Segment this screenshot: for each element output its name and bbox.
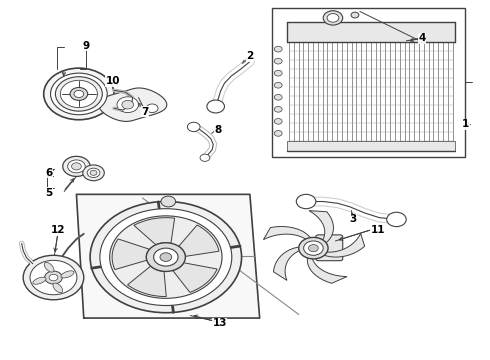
Ellipse shape	[44, 262, 54, 272]
Circle shape	[309, 244, 318, 252]
Circle shape	[87, 168, 100, 177]
Polygon shape	[112, 239, 149, 270]
Circle shape	[323, 11, 343, 25]
Circle shape	[70, 87, 88, 100]
Polygon shape	[98, 88, 167, 121]
Circle shape	[122, 100, 134, 109]
Ellipse shape	[61, 271, 74, 278]
Circle shape	[161, 196, 175, 207]
Polygon shape	[134, 218, 174, 245]
Circle shape	[274, 118, 282, 124]
Text: 5: 5	[45, 188, 52, 198]
Polygon shape	[76, 194, 260, 318]
Text: 6: 6	[45, 168, 52, 178]
Text: 4: 4	[418, 33, 425, 43]
Circle shape	[274, 94, 282, 100]
Ellipse shape	[53, 283, 63, 293]
Circle shape	[274, 46, 282, 52]
Circle shape	[299, 237, 328, 259]
Circle shape	[90, 170, 97, 175]
Circle shape	[351, 12, 359, 18]
Circle shape	[83, 165, 104, 181]
Bar	[287, 22, 455, 42]
Circle shape	[154, 248, 178, 266]
Text: 11: 11	[370, 225, 385, 235]
Circle shape	[147, 243, 185, 271]
Text: 8: 8	[215, 125, 222, 135]
Circle shape	[387, 212, 406, 226]
Circle shape	[30, 260, 77, 295]
Circle shape	[327, 14, 339, 22]
Circle shape	[72, 163, 81, 170]
Circle shape	[44, 68, 114, 120]
Circle shape	[274, 131, 282, 136]
Polygon shape	[127, 266, 166, 297]
Circle shape	[68, 160, 85, 173]
Polygon shape	[273, 247, 300, 280]
Circle shape	[63, 156, 90, 176]
Bar	[287, 140, 455, 150]
Circle shape	[74, 90, 84, 98]
Circle shape	[274, 58, 282, 64]
Circle shape	[55, 77, 102, 111]
Text: 10: 10	[106, 76, 121, 86]
Circle shape	[49, 274, 58, 281]
Circle shape	[147, 104, 158, 113]
Text: 7: 7	[141, 107, 148, 117]
Text: 1: 1	[462, 120, 469, 129]
Circle shape	[274, 107, 282, 112]
Polygon shape	[323, 234, 365, 257]
Circle shape	[296, 194, 316, 209]
Circle shape	[50, 73, 107, 115]
Circle shape	[90, 202, 242, 313]
Polygon shape	[309, 211, 334, 243]
Circle shape	[45, 271, 62, 284]
Circle shape	[200, 154, 210, 161]
Circle shape	[23, 255, 84, 300]
Polygon shape	[307, 257, 347, 283]
Polygon shape	[179, 225, 219, 256]
Circle shape	[117, 97, 139, 113]
Text: 3: 3	[349, 215, 356, 224]
Circle shape	[100, 209, 232, 306]
Ellipse shape	[33, 277, 46, 284]
Circle shape	[274, 82, 282, 88]
Circle shape	[60, 80, 98, 108]
Text: 13: 13	[212, 319, 227, 328]
Circle shape	[274, 70, 282, 76]
Circle shape	[110, 216, 222, 298]
Text: 2: 2	[246, 51, 253, 61]
Polygon shape	[264, 226, 311, 240]
Polygon shape	[173, 263, 217, 292]
FancyBboxPatch shape	[316, 235, 343, 261]
Bar	[272, 8, 465, 157]
Text: 12: 12	[51, 225, 66, 235]
Text: 9: 9	[83, 41, 90, 50]
Circle shape	[160, 253, 172, 261]
Circle shape	[207, 100, 224, 113]
Circle shape	[187, 122, 200, 132]
Circle shape	[304, 241, 323, 255]
